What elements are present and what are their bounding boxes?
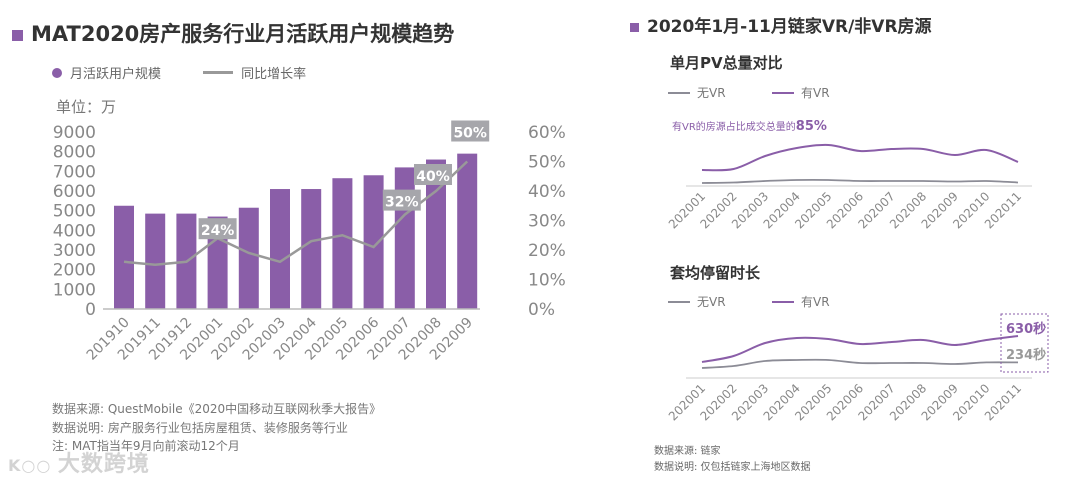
note-description: 数据说明: 房产服务行业包括房屋租赁、装修服务等行业 xyxy=(52,420,348,435)
y-tick-label: 5000 xyxy=(53,202,96,222)
title-square-icon xyxy=(630,22,639,32)
bar xyxy=(301,189,322,309)
data-label-box xyxy=(451,120,490,142)
bar xyxy=(426,159,446,309)
y-tick-label: 9000 xyxy=(53,123,96,143)
watermark-text: 大数跨境 xyxy=(57,452,150,477)
data-label: 24% xyxy=(201,223,235,239)
dwell-chart: 无VR 有VR2020012020022020032020042020052020… xyxy=(666,295,1049,424)
right-note-source: 数据来源: 链家 xyxy=(654,446,721,457)
data-label-box xyxy=(198,218,237,240)
legend-dot-icon xyxy=(52,68,62,78)
highlight-box xyxy=(1000,313,1049,373)
note-source: 数据来源: QuestMobile《2020中国移动互联网秋季大报告》 xyxy=(52,402,382,416)
legend-novr-label: 无VR xyxy=(697,295,726,309)
y2-tick-label: 40% xyxy=(528,182,566,202)
y-tick-label: 8000 xyxy=(53,143,96,163)
right-note-description: 数据说明: 仅包括链家上海地区数据 xyxy=(654,462,811,473)
pv-annotation-value: 85% xyxy=(795,119,827,134)
legend-vr-label: 有VR xyxy=(801,86,830,100)
pv-chart: 无VR 有VR2020012020022020032020042020052020… xyxy=(666,86,1032,232)
novr-line xyxy=(701,178,1019,184)
legend-novr-label: 无VR xyxy=(697,86,726,100)
watermark: K○○ 大数跨境 xyxy=(8,446,150,478)
right-title-text: 2020年1月-11月链家VR/非VR房源 xyxy=(647,17,932,37)
y-tick-label: 4000 xyxy=(53,221,96,241)
growth-line xyxy=(123,160,469,267)
bar xyxy=(457,153,478,309)
data-label: 32% xyxy=(385,195,419,211)
pv-title: 单月PV总量对比 xyxy=(670,54,783,72)
bar xyxy=(394,167,415,309)
dwell-title: 套均停留时长 xyxy=(670,264,761,282)
y-tick-label: 1000 xyxy=(53,280,96,300)
vr-line xyxy=(701,335,1019,363)
y2-tick-label: 60% xyxy=(528,123,566,143)
y2-tick-label: 20% xyxy=(528,241,566,261)
vr-end-label: 630秒 xyxy=(1006,321,1046,337)
y-tick-label: 3000 xyxy=(53,241,96,261)
title-square-icon xyxy=(12,29,23,41)
right-title: 2020年1月-11月链家VR/非VR房源 xyxy=(630,12,932,37)
data-label-box xyxy=(382,189,421,211)
novr-line xyxy=(701,358,1019,369)
y-tick-label: 0 xyxy=(85,300,96,320)
right-notes: 数据来源: 链家 数据说明: 仅包括链家上海地区数据 xyxy=(654,444,811,476)
legend-bar-label: 月活跃用户规模 xyxy=(70,67,162,82)
bar xyxy=(363,175,384,309)
bar xyxy=(332,178,353,309)
y-tick-label: 6000 xyxy=(53,182,96,202)
legend-vr-label: 有VR xyxy=(801,295,830,309)
bar xyxy=(270,189,290,309)
y2-tick-label: 50% xyxy=(528,153,566,173)
bar xyxy=(145,213,166,309)
y2-tick-label: 0% xyxy=(528,300,555,320)
y2-tick-label: 30% xyxy=(528,212,566,232)
legend-line-icon xyxy=(203,71,234,74)
pv-annotation-text: 有VR的房源占比成交总量的 xyxy=(672,122,796,133)
data-label-box xyxy=(414,164,452,185)
pv-annotation: 有VR的房源占比成交总量的85% xyxy=(672,118,827,134)
y-tick-label: 7000 xyxy=(53,162,96,182)
left-title: MAT2020房产服务行业月活跃用户规模趋势 xyxy=(12,18,454,48)
legend-line-label: 同比增长率 xyxy=(241,67,307,82)
bar xyxy=(114,205,134,309)
left-notes: 数据来源: QuestMobile《2020中国移动互联网秋季大报告》 数据说明… xyxy=(52,400,381,456)
vr-line xyxy=(701,143,1019,172)
novr-end-label: 234秒 xyxy=(1006,347,1046,363)
note-mat: 注: MAT指当年9月向前滚动12个月 xyxy=(52,439,240,453)
unit-label: 单位：万 xyxy=(56,98,117,116)
bar xyxy=(238,207,259,309)
left-title-text: MAT2020房产服务行业月活跃用户规模趋势 xyxy=(31,22,455,46)
left-legend: 月活跃用户规模 同比增长率 xyxy=(52,63,306,82)
y2-tick-label: 10% xyxy=(528,271,566,291)
y-tick-label: 2000 xyxy=(53,261,96,281)
watermark-logo-icon: K○○ xyxy=(8,456,58,475)
data-label: 40% xyxy=(416,169,450,185)
data-label: 50% xyxy=(453,126,487,142)
